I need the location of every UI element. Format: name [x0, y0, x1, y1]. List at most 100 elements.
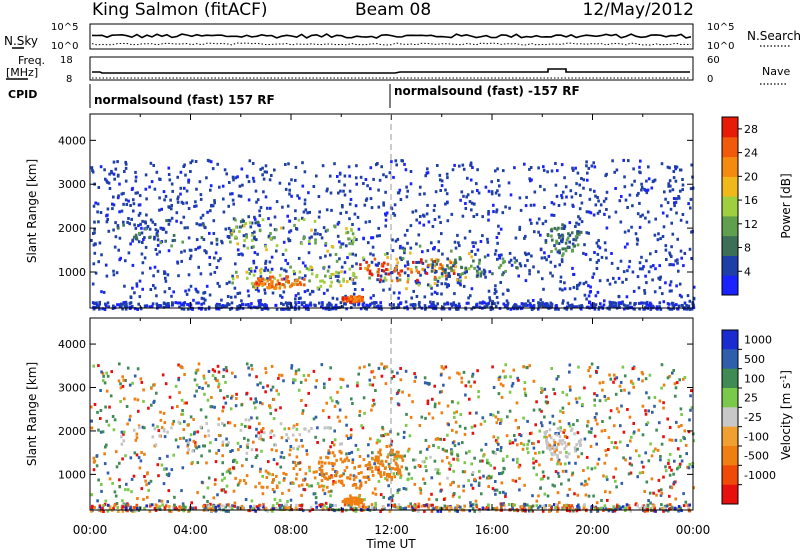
- scatter-cell: [112, 160, 116, 164]
- echo-cell: [308, 465, 311, 469]
- near-range-cell: [653, 506, 656, 510]
- near-range-cell: [261, 505, 265, 509]
- near-range-cell: [575, 509, 579, 513]
- scatter-cell: [124, 307, 128, 311]
- echo-cell: [346, 476, 349, 480]
- scatter-cell: [359, 175, 363, 179]
- near-range-cell: [538, 302, 542, 305]
- near-range-cell: [249, 505, 252, 509]
- echo-cell: [564, 249, 568, 253]
- scatter-cell: [487, 212, 490, 216]
- scatter-cell: [468, 411, 472, 415]
- freq-panel: [89, 56, 694, 81]
- scatter-cell: [453, 240, 457, 244]
- echo-cell: [266, 485, 269, 489]
- near-range-cell: [309, 301, 312, 305]
- echo-cell: [436, 471, 439, 475]
- scatter-cell: [636, 475, 639, 479]
- scatter-cell: [373, 462, 376, 466]
- scatter-cell: [363, 411, 366, 415]
- near-range-cell: [537, 301, 540, 305]
- near-range-cell: [623, 307, 626, 311]
- near-range-cell: [596, 509, 600, 513]
- near-range-cell: [543, 303, 547, 307]
- scatter-cell: [488, 270, 492, 274]
- scatter-cell: [304, 208, 308, 212]
- echo-cell: [378, 451, 381, 455]
- scatter-cell: [621, 280, 624, 284]
- echo-cell: [274, 286, 278, 290]
- scatter-cell: [308, 236, 312, 240]
- scatter-cell: [550, 201, 554, 205]
- near-range-cell: [148, 504, 152, 508]
- scatter-cell: [608, 282, 612, 286]
- near-range-cell: [260, 303, 264, 307]
- echo-cell: [396, 261, 399, 265]
- near-range-cell: [162, 301, 166, 305]
- echo-cell: [170, 244, 173, 248]
- velocity-colorbar-swatch: [722, 388, 738, 408]
- scatter-cell: [627, 391, 631, 395]
- power-colorbar-label: Power [dB]: [779, 173, 793, 238]
- scatter-cell: [202, 376, 206, 380]
- near-range-cell: [569, 505, 572, 509]
- velocity-y-label: Slant Range [km]: [25, 362, 39, 466]
- scatter-cell: [539, 298, 543, 302]
- scatter-cell: [185, 189, 189, 193]
- scatter-cell: [434, 437, 438, 441]
- echo-cell: [275, 484, 279, 488]
- scatter-cell: [494, 169, 497, 173]
- scatter-cell: [657, 232, 660, 236]
- scatter-cell: [585, 297, 588, 301]
- echo-cell: [456, 454, 460, 458]
- scatter-cell: [649, 252, 652, 256]
- near-range-cell: [548, 504, 551, 508]
- scatter-cell: [418, 281, 421, 285]
- scatter-cell: [616, 266, 620, 270]
- echo-cell: [558, 451, 562, 454]
- scatter-cell: [653, 396, 657, 399]
- scatter-cell: [193, 394, 197, 398]
- near-range-cell: [165, 305, 168, 309]
- scatter-cell: [494, 304, 498, 308]
- scatter-cell: [660, 488, 663, 492]
- scatter-cell: [378, 280, 382, 284]
- scatter-cell: [645, 179, 648, 183]
- scatter-cell: [665, 258, 668, 261]
- scatter-cell: [158, 196, 161, 200]
- near-range-cell: [643, 307, 646, 311]
- scatter-cell: [608, 490, 612, 494]
- scatter-cell: [345, 434, 349, 438]
- scatter-cell: [671, 232, 675, 236]
- near-range-cell: [148, 509, 152, 513]
- near-range-cell: [518, 305, 522, 309]
- scatter-cell: [114, 221, 117, 225]
- scatter-cell: [192, 439, 196, 443]
- scatter-cell: [496, 410, 500, 414]
- scatter-cell: [92, 468, 96, 472]
- scatter-cell: [341, 204, 344, 207]
- scatter-cell: [166, 454, 169, 458]
- near-range-cell: [436, 302, 439, 306]
- near-range-cell: [432, 301, 435, 304]
- scatter-cell: [510, 263, 514, 267]
- scatter-cell: [253, 215, 256, 219]
- scatter-cell: [582, 251, 585, 255]
- scatter-cell: [532, 203, 536, 207]
- scatter-cell: [396, 432, 400, 436]
- scatter-cell: [361, 426, 365, 430]
- scatter-cell: [384, 477, 387, 480]
- scatter-cell: [131, 381, 134, 385]
- near-range-cell: [362, 301, 366, 305]
- echo-cell: [165, 219, 168, 223]
- scatter-cell: [220, 478, 224, 482]
- scatter-cell: [246, 289, 250, 293]
- scatter-cell: [668, 307, 672, 311]
- scatter-cell: [596, 422, 599, 426]
- scatter-cell: [92, 204, 96, 208]
- near-range-cell: [644, 505, 647, 509]
- near-range-cell: [364, 505, 367, 509]
- scatter-cell: [193, 430, 196, 434]
- near-range-cell: [284, 301, 288, 305]
- scatter-cell: [499, 281, 502, 284]
